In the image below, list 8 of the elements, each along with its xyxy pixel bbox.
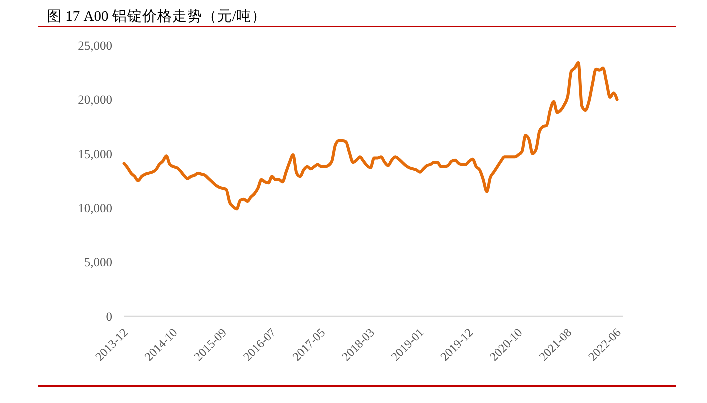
line-series [122,61,619,211]
y-tick-label: 20,000 [78,93,112,108]
y-tick-label: 5,000 [84,256,112,270]
chart-title: 图 17 A00 铝锭价格走势（元/吨） [47,8,266,25]
y-tick-label: 25,000 [78,38,112,53]
y-tick-label: 10,000 [78,201,112,216]
y-tick-label: 0 [106,310,112,324]
y-tick-label: 15,000 [78,147,112,162]
